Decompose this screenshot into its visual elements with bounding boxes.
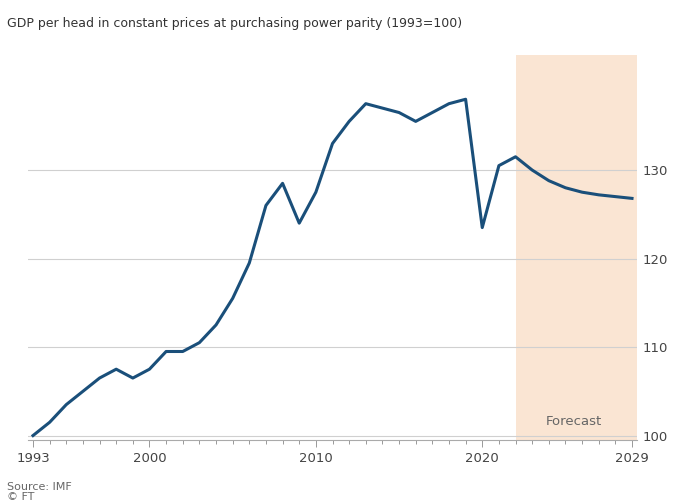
Text: GDP per head in constant prices at purchasing power parity (1993=100): GDP per head in constant prices at purch… [7, 18, 462, 30]
Text: Forecast: Forecast [545, 416, 602, 428]
Bar [515, 55, 649, 440]
Text: Source: IMF: Source: IMF [7, 482, 71, 492]
Text: © FT: © FT [7, 492, 34, 500]
